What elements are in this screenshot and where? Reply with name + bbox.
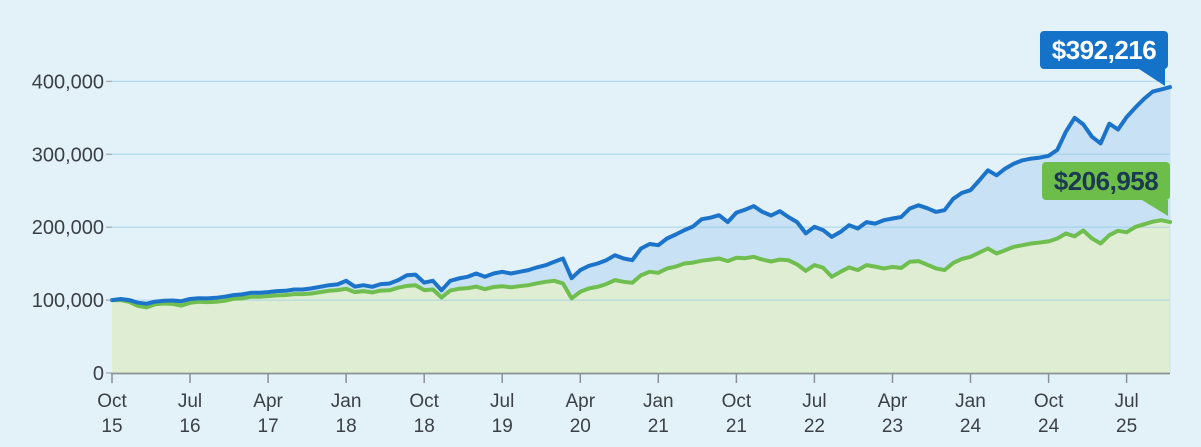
x-axis-label-year: 25	[1116, 416, 1137, 437]
callout-blue-end-value: $392,216	[1040, 31, 1168, 86]
x-axis-label-year: 18	[414, 416, 435, 437]
x-axis-label-month: Oct	[409, 391, 439, 412]
x-axis-label-month: Apr	[566, 391, 596, 412]
x-axis-label-month: Jul	[1114, 391, 1138, 412]
x-axis-label-year: 24	[960, 416, 982, 437]
x-axis-label-month: Oct	[97, 391, 127, 412]
y-axis-label: 300,000	[32, 144, 104, 166]
x-axis-label-year: 16	[179, 416, 200, 437]
green-data-line	[110, 218, 1172, 310]
blue-end-value-text: $392,216	[1051, 34, 1157, 65]
green-end-value-text: $206,958	[1053, 165, 1159, 196]
x-axis-label-year: 19	[492, 416, 513, 437]
x-axis-label-month: Jul	[178, 391, 202, 412]
x-axis-label-month: Jul	[490, 391, 514, 412]
x-axis-label-year: 17	[258, 416, 279, 437]
x-axis-label-month: Jan	[955, 391, 986, 412]
x-axis-label-month: Apr	[253, 391, 283, 412]
x-axis-label-month: Jan	[643, 391, 674, 412]
blue-data-line	[110, 85, 1172, 306]
x-axis-label-year: 21	[726, 416, 747, 437]
x-axis-label-year: 18	[336, 416, 357, 437]
x-axis-label-month: Jan	[331, 391, 362, 412]
blue-area-fill	[112, 87, 1170, 308]
x-axis-label-year: 23	[882, 416, 903, 437]
x-axis-label-year: 15	[101, 416, 122, 437]
x-axis-label-month: Jul	[802, 391, 826, 412]
x-axis-label-year: 21	[648, 416, 669, 437]
x-axis-label-month: Oct	[722, 391, 752, 412]
x-axis-label-month: Oct	[1034, 391, 1064, 412]
y-axis-label: 400,000	[32, 71, 104, 93]
y-axis-label: 0	[93, 363, 104, 385]
x-axis-label-year: 20	[570, 416, 591, 437]
x-axis-label-month: Apr	[878, 391, 908, 412]
y-axis-label: 200,000	[32, 217, 104, 239]
x-axis-label-year: 22	[804, 416, 825, 437]
y-axis-label: 100,000	[32, 290, 104, 312]
x-axis-label-year: 24	[1038, 416, 1060, 437]
green-area-fill	[112, 220, 1170, 373]
callout-green-end-value: $206,958	[1042, 162, 1170, 216]
